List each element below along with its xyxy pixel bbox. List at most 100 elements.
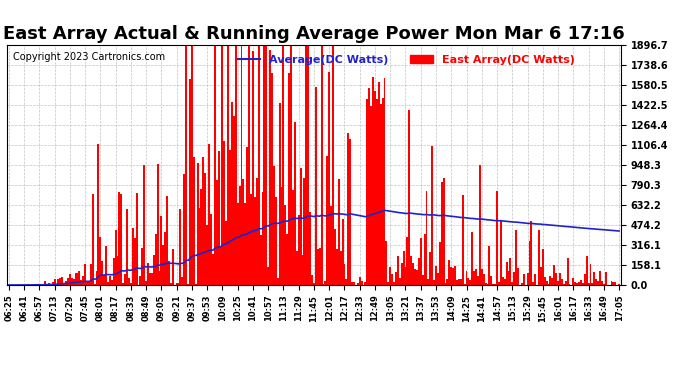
Bar bbox=[229, 150, 231, 285]
Bar bbox=[55, 284, 57, 285]
Bar bbox=[502, 277, 504, 285]
Bar bbox=[130, 283, 132, 285]
Bar bbox=[368, 88, 371, 285]
Bar bbox=[382, 98, 384, 285]
Bar bbox=[57, 279, 59, 285]
Bar bbox=[401, 262, 403, 285]
Bar bbox=[61, 277, 63, 285]
Bar bbox=[225, 221, 227, 285]
Bar bbox=[584, 274, 586, 285]
Bar bbox=[353, 282, 355, 285]
Bar bbox=[420, 238, 422, 285]
Bar bbox=[273, 166, 275, 285]
Bar bbox=[494, 284, 496, 285]
Bar bbox=[595, 279, 597, 285]
Bar bbox=[462, 195, 464, 285]
Bar bbox=[532, 282, 534, 285]
Bar bbox=[44, 281, 46, 285]
Bar bbox=[328, 72, 330, 285]
Bar bbox=[164, 231, 166, 285]
Bar bbox=[515, 230, 517, 285]
Bar bbox=[500, 220, 502, 285]
Bar bbox=[605, 272, 607, 285]
Bar bbox=[139, 276, 141, 285]
Bar bbox=[489, 246, 491, 285]
Bar bbox=[346, 279, 347, 285]
Bar bbox=[256, 178, 257, 285]
Bar bbox=[559, 273, 561, 285]
Bar bbox=[538, 230, 540, 285]
Bar bbox=[441, 182, 443, 285]
Bar bbox=[206, 225, 208, 285]
Bar bbox=[483, 274, 484, 285]
Bar bbox=[246, 147, 248, 285]
Bar bbox=[586, 256, 588, 285]
Bar bbox=[224, 141, 225, 285]
Bar bbox=[332, 45, 334, 285]
Bar bbox=[179, 209, 181, 285]
Bar bbox=[294, 122, 296, 285]
Bar bbox=[371, 106, 372, 285]
Bar bbox=[311, 276, 313, 285]
Bar bbox=[389, 267, 391, 285]
Bar bbox=[315, 87, 317, 285]
Bar bbox=[529, 241, 531, 285]
Bar bbox=[307, 45, 309, 285]
Bar bbox=[166, 196, 168, 285]
Bar bbox=[244, 203, 246, 285]
Bar bbox=[309, 211, 311, 285]
Bar bbox=[120, 194, 122, 285]
Bar bbox=[458, 279, 460, 285]
Bar bbox=[412, 262, 414, 285]
Bar bbox=[155, 234, 157, 285]
Bar bbox=[330, 206, 332, 285]
Bar bbox=[563, 284, 564, 285]
Bar bbox=[210, 214, 212, 285]
Bar bbox=[317, 249, 319, 285]
Bar bbox=[393, 282, 395, 285]
Bar bbox=[435, 266, 437, 285]
Bar bbox=[347, 133, 349, 285]
Bar bbox=[364, 282, 366, 285]
Bar bbox=[71, 278, 72, 285]
Bar bbox=[32, 284, 34, 285]
Bar bbox=[399, 278, 401, 285]
Bar bbox=[159, 271, 160, 285]
Bar bbox=[553, 265, 555, 285]
Bar bbox=[492, 284, 494, 285]
Bar bbox=[548, 284, 549, 285]
Bar bbox=[471, 232, 473, 285]
Bar bbox=[484, 284, 486, 285]
Bar bbox=[569, 284, 571, 285]
Bar bbox=[162, 245, 164, 285]
Bar bbox=[372, 77, 374, 285]
Bar bbox=[115, 231, 117, 285]
Bar bbox=[202, 157, 204, 285]
Bar bbox=[257, 45, 259, 285]
Bar bbox=[72, 279, 75, 285]
Bar bbox=[152, 255, 155, 285]
Bar bbox=[191, 45, 193, 285]
Text: Copyright 2023 Cartronics.com: Copyright 2023 Cartronics.com bbox=[13, 52, 165, 62]
Bar bbox=[126, 210, 128, 285]
Bar bbox=[195, 284, 197, 285]
Bar bbox=[227, 45, 229, 285]
Bar bbox=[67, 278, 69, 285]
Bar bbox=[588, 283, 589, 285]
Bar bbox=[262, 192, 264, 285]
Bar bbox=[242, 179, 244, 285]
Bar bbox=[306, 45, 307, 285]
Bar bbox=[466, 272, 468, 285]
Bar bbox=[221, 45, 224, 285]
Bar bbox=[298, 215, 299, 285]
Bar bbox=[601, 280, 603, 285]
Bar bbox=[214, 45, 216, 285]
Bar bbox=[334, 229, 336, 285]
Bar bbox=[336, 249, 338, 285]
Bar bbox=[580, 280, 582, 285]
Bar bbox=[54, 279, 55, 285]
Bar bbox=[452, 268, 454, 285]
Bar bbox=[160, 216, 162, 285]
Bar bbox=[578, 282, 580, 285]
Bar bbox=[475, 270, 477, 285]
